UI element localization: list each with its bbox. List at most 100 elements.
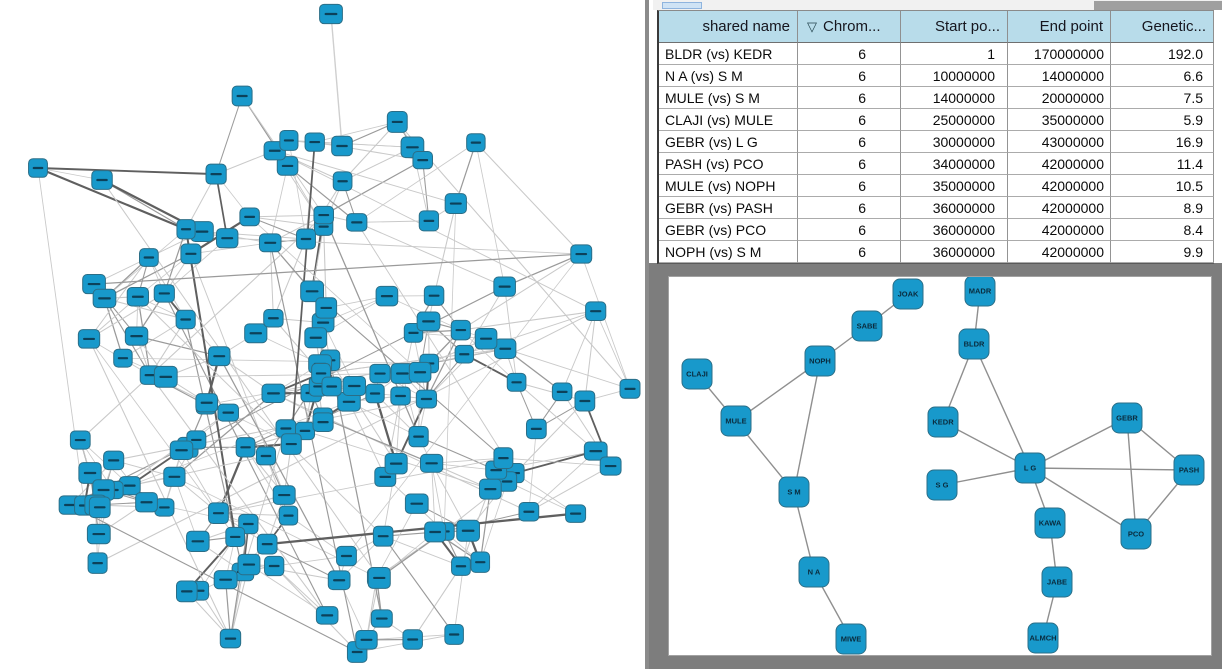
- network-node[interactable]: [190, 221, 214, 243]
- network-node[interactable]: [451, 556, 471, 576]
- network-node[interactable]: [88, 496, 111, 519]
- network-node[interactable]: [565, 504, 587, 523]
- network-node[interactable]: [219, 628, 242, 649]
- network-node-almch[interactable]: ALMCH: [1027, 622, 1059, 654]
- network-node[interactable]: [331, 135, 353, 157]
- network-node[interactable]: [408, 361, 432, 383]
- network-node-miwe[interactable]: MIWE: [835, 623, 867, 655]
- network-node[interactable]: [77, 329, 101, 349]
- network-node-claji[interactable]: CLAJI: [681, 358, 713, 390]
- network-node[interactable]: [450, 319, 471, 341]
- column-header-end-point[interactable]: End point: [1008, 11, 1111, 43]
- network-node[interactable]: [493, 447, 514, 470]
- network-node-n-a[interactable]: N A: [798, 556, 830, 588]
- network-node[interactable]: [275, 419, 297, 438]
- network-node[interactable]: [237, 553, 261, 576]
- network-node[interactable]: [163, 466, 186, 487]
- network-node[interactable]: [69, 430, 91, 450]
- network-node[interactable]: [231, 85, 253, 107]
- network-node-noph[interactable]: NOPH: [804, 345, 836, 377]
- table-row[interactable]: GEBR (vs) PCO 6 36000000 42000000 8.4: [659, 219, 1214, 241]
- network-node[interactable]: [126, 287, 149, 307]
- network-node[interactable]: [418, 210, 440, 232]
- table-row[interactable]: BLDR (vs) KEDR 6 1 170000000 192.0: [659, 43, 1214, 65]
- main-network-view[interactable]: [0, 0, 645, 669]
- network-node[interactable]: [180, 243, 202, 265]
- network-node[interactable]: [279, 129, 299, 151]
- subnetwork-view[interactable]: JOAK MADR SABE BLDR NOPH CLAJI GEBR MULE KEDR L G…: [668, 276, 1212, 656]
- network-node[interactable]: [87, 552, 108, 574]
- network-node[interactable]: [390, 386, 411, 406]
- table-row[interactable]: GEBR (vs) L G 6 30000000 43000000 16.9: [659, 131, 1214, 153]
- network-node[interactable]: [208, 502, 229, 525]
- network-node[interactable]: [78, 462, 102, 484]
- network-node[interactable]: [585, 301, 607, 322]
- scrollbar-thumb[interactable]: [662, 2, 702, 9]
- network-node[interactable]: [28, 158, 48, 178]
- table-row[interactable]: GEBR (vs) PASH 6 36000000 42000000 8.9: [659, 197, 1214, 219]
- network-node[interactable]: [278, 505, 299, 526]
- network-node[interactable]: [525, 418, 547, 440]
- network-node[interactable]: [494, 338, 517, 359]
- network-node[interactable]: [313, 205, 334, 225]
- network-node[interactable]: [176, 219, 196, 240]
- network-node[interactable]: [256, 533, 278, 555]
- network-node[interactable]: [583, 441, 608, 461]
- table-row[interactable]: MULE (vs) S M 6 14000000 20000000 7.5: [659, 87, 1214, 109]
- network-node[interactable]: [419, 453, 444, 473]
- network-node[interactable]: [408, 426, 429, 448]
- network-node[interactable]: [372, 525, 394, 547]
- network-node[interactable]: [474, 327, 498, 350]
- network-node[interactable]: [124, 326, 149, 346]
- network-node[interactable]: [208, 346, 231, 367]
- network-node[interactable]: [466, 133, 486, 153]
- network-node[interactable]: [551, 382, 573, 402]
- network-node[interactable]: [336, 545, 357, 567]
- network-node[interactable]: [175, 309, 196, 330]
- network-node[interactable]: [92, 288, 117, 309]
- network-node-jabe[interactable]: JABE: [1041, 566, 1073, 598]
- network-node[interactable]: [478, 478, 502, 500]
- network-node[interactable]: [276, 156, 299, 176]
- network-node[interactable]: [263, 309, 284, 328]
- network-node[interactable]: [493, 276, 516, 297]
- network-node[interactable]: [153, 284, 175, 303]
- network-node[interactable]: [138, 248, 159, 267]
- network-node-madr[interactable]: MADR: [964, 277, 996, 307]
- network-node[interactable]: [355, 629, 378, 650]
- network-node[interactable]: [386, 111, 408, 133]
- network-node[interactable]: [135, 492, 158, 513]
- network-node[interactable]: [239, 207, 260, 227]
- network-node[interactable]: [225, 526, 246, 547]
- network-node[interactable]: [312, 412, 334, 432]
- network-node[interactable]: [264, 555, 285, 577]
- network-node[interactable]: [321, 376, 342, 397]
- network-node-gebr[interactable]: GEBR: [1111, 402, 1143, 434]
- network-node[interactable]: [300, 280, 325, 303]
- network-node[interactable]: [342, 376, 367, 397]
- network-node-s-g[interactable]: S G: [926, 469, 958, 501]
- network-node[interactable]: [415, 389, 438, 409]
- network-node[interactable]: [86, 523, 111, 545]
- network-node-bldr[interactable]: BLDR: [958, 328, 990, 360]
- network-node[interactable]: [235, 437, 256, 458]
- network-node[interactable]: [404, 493, 429, 514]
- network-node[interactable]: [416, 311, 441, 332]
- horizontal-scrollbar[interactable]: [653, 0, 1222, 10]
- network-node[interactable]: [315, 606, 339, 625]
- network-node[interactable]: [304, 132, 325, 152]
- network-node[interactable]: [506, 372, 527, 392]
- network-node[interactable]: [444, 193, 467, 215]
- table-row[interactable]: NOPH (vs) S M 6 36000000 42000000 9.9: [659, 241, 1214, 263]
- network-node[interactable]: [574, 390, 596, 412]
- network-node[interactable]: [456, 519, 480, 542]
- network-node[interactable]: [367, 567, 391, 589]
- network-node[interactable]: [423, 285, 445, 306]
- network-node-kawa[interactable]: KAWA: [1034, 507, 1066, 539]
- network-node[interactable]: [205, 163, 227, 185]
- network-node[interactable]: [454, 344, 474, 364]
- network-node[interactable]: [304, 327, 328, 349]
- network-node[interactable]: [370, 609, 393, 628]
- network-node[interactable]: [280, 433, 302, 455]
- network-node[interactable]: [332, 171, 353, 192]
